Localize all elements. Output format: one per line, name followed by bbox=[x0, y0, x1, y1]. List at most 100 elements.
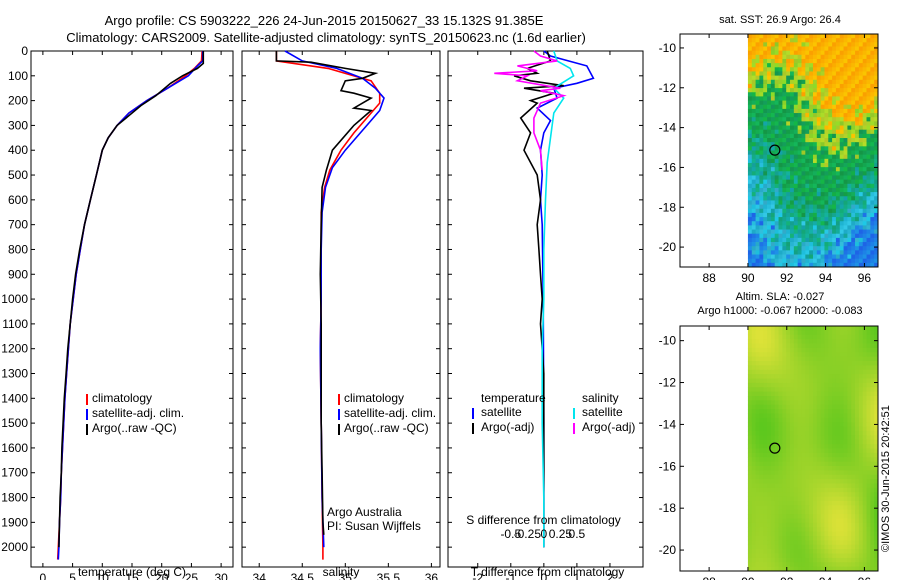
plot-frame-difference-profile bbox=[447, 50, 644, 568]
y-tick-label: 1500 bbox=[1, 416, 28, 430]
top-tick-label: 0.25 bbox=[549, 527, 573, 541]
map-y-tick-label: -14 bbox=[659, 121, 677, 135]
x-tick-label: 0 bbox=[541, 571, 548, 580]
imos-watermark: ©IMOS 30-Jun-2015 20:42:51 bbox=[880, 405, 892, 552]
temp-diff-x-label: T difference from climatology bbox=[471, 565, 625, 579]
top-tick-label: -0.5 bbox=[500, 527, 521, 541]
map-y-tick-label: -18 bbox=[659, 501, 677, 515]
y-tick-label: 400 bbox=[8, 143, 28, 157]
x-tick-label: 5 bbox=[69, 571, 76, 580]
legend-label: satellite bbox=[582, 405, 623, 419]
x-tick-label: -1 bbox=[505, 571, 516, 580]
map-x-tick-label: 92 bbox=[780, 271, 794, 285]
series-line-s-argo-adj- bbox=[494, 50, 567, 171]
y-tick-label: 900 bbox=[8, 267, 28, 281]
y-tick-label: 300 bbox=[8, 118, 28, 132]
x-tick-label: 2 bbox=[607, 571, 614, 580]
salinity-annotation: Argo Australia bbox=[327, 505, 402, 519]
y-tick-label: 100 bbox=[8, 69, 28, 83]
map-y-tick-label: -20 bbox=[659, 543, 677, 557]
y-tick-label: 0 bbox=[21, 44, 28, 58]
figure-title-line2: Climatology: CARS2009. Satellite-adjuste… bbox=[66, 30, 586, 45]
x-tick-label: 34 bbox=[253, 571, 267, 580]
legend-label: Argo(..raw -QC) bbox=[92, 421, 177, 435]
x-tick-label: 35 bbox=[339, 571, 353, 580]
legend-label: Argo(-adj) bbox=[582, 420, 635, 434]
map-y-tick-label: -16 bbox=[659, 459, 677, 473]
sla-map-title-line2: Argo h1000: -0.067 h2000: -0.083 bbox=[697, 305, 863, 317]
legend-heading: salinity bbox=[582, 391, 619, 405]
map-x-tick-label: 90 bbox=[741, 575, 755, 580]
y-tick-label: 600 bbox=[8, 193, 28, 207]
map-x-tick-label: 88 bbox=[702, 575, 716, 580]
y-tick-label: 500 bbox=[8, 168, 28, 182]
y-tick-label: 2000 bbox=[1, 540, 28, 554]
x-tick-label: 35.5 bbox=[377, 571, 401, 580]
x-tick-label: 30 bbox=[214, 571, 228, 580]
y-tick-label: 200 bbox=[8, 94, 28, 108]
y-tick-label: 700 bbox=[8, 218, 28, 232]
map-x-tick-label: 94 bbox=[819, 271, 833, 285]
sst-map-title: sat. SST: 26.9 Argo: 26.4 bbox=[719, 14, 841, 26]
sla-map-title-line1: Altim. SLA: -0.027 bbox=[735, 291, 825, 303]
y-tick-label: 1300 bbox=[1, 367, 28, 381]
salinity-x-label: salinity bbox=[323, 565, 360, 579]
x-tick-label: 36 bbox=[425, 571, 439, 580]
y-tick-label: 1100 bbox=[2, 317, 28, 331]
top-tick-label: 0.5 bbox=[569, 527, 586, 541]
float-position-marker bbox=[769, 144, 781, 156]
series-line-t-argo-adj- bbox=[513, 50, 564, 548]
top-tick-label: 0 bbox=[541, 527, 548, 541]
legend-label: climatology bbox=[92, 391, 152, 405]
map-x-tick-label: 90 bbox=[741, 271, 755, 285]
legend-heading: temperature bbox=[481, 391, 546, 405]
y-tick-label: 1200 bbox=[1, 342, 28, 356]
map-x-tick-label: 96 bbox=[858, 575, 872, 580]
series-line-argo-raw-qc- bbox=[58, 51, 205, 548]
x-tick-label: -2 bbox=[472, 571, 483, 580]
map-x-tick-label: 96 bbox=[858, 271, 872, 285]
map-y-tick-label: -20 bbox=[659, 240, 677, 254]
map-y-tick-label: -12 bbox=[659, 376, 677, 390]
map-y-tick-label: -10 bbox=[659, 41, 677, 55]
salinity-diff-label: S difference from climatology bbox=[466, 513, 621, 527]
map-y-tick-label: -12 bbox=[659, 81, 677, 95]
map-y-tick-label: -16 bbox=[659, 160, 677, 174]
series-line-t-satellite bbox=[535, 50, 595, 548]
x-tick-label: 0 bbox=[40, 571, 47, 580]
map-x-tick-label: 92 bbox=[780, 575, 794, 580]
x-tick-label: 25 bbox=[185, 571, 199, 580]
y-tick-label: 800 bbox=[8, 242, 28, 256]
sla-map-field bbox=[747, 326, 879, 572]
series-line-argo-raw-qc- bbox=[275, 51, 379, 535]
y-tick-label: 1700 bbox=[1, 466, 28, 480]
legend-label: Argo(-adj) bbox=[481, 420, 534, 434]
float-position-marker bbox=[769, 442, 781, 454]
top-tick-label: -0.25 bbox=[514, 527, 542, 541]
x-tick-label: 10 bbox=[96, 571, 110, 580]
sla-map-border bbox=[679, 325, 879, 572]
figure-title-line1: Argo profile: CS 5903222_226 24-Jun-2015… bbox=[104, 13, 544, 28]
y-tick-label: 1600 bbox=[1, 441, 28, 455]
map-y-tick-label: -10 bbox=[659, 334, 677, 348]
temperature-x-label: temperature (deg C) bbox=[78, 565, 186, 579]
legend-label: satellite-adj. clim. bbox=[344, 406, 436, 420]
legend-label: satellite bbox=[481, 405, 522, 419]
legend-label: climatology bbox=[344, 391, 404, 405]
plot-frame-temperature-profile bbox=[30, 50, 234, 568]
x-tick-label: 15 bbox=[125, 571, 139, 580]
x-tick-label: 34.5 bbox=[291, 571, 315, 580]
salinity-annotation: PI: Susan Wijffels bbox=[327, 519, 421, 533]
sst-map-field bbox=[747, 34, 879, 268]
map-y-tick-label: -18 bbox=[659, 200, 677, 214]
y-tick-label: 1000 bbox=[1, 292, 28, 306]
map-x-tick-label: 88 bbox=[702, 271, 716, 285]
y-tick-label: 1900 bbox=[1, 515, 28, 529]
legend-label: Argo(..raw -QC) bbox=[344, 421, 429, 435]
series-line-s-satellite bbox=[541, 50, 575, 548]
map-x-tick-label: 94 bbox=[819, 575, 833, 580]
map-y-tick-label: -14 bbox=[659, 417, 677, 431]
y-tick-label: 1800 bbox=[1, 491, 28, 505]
plot-frame-salinity-profile bbox=[241, 50, 441, 568]
